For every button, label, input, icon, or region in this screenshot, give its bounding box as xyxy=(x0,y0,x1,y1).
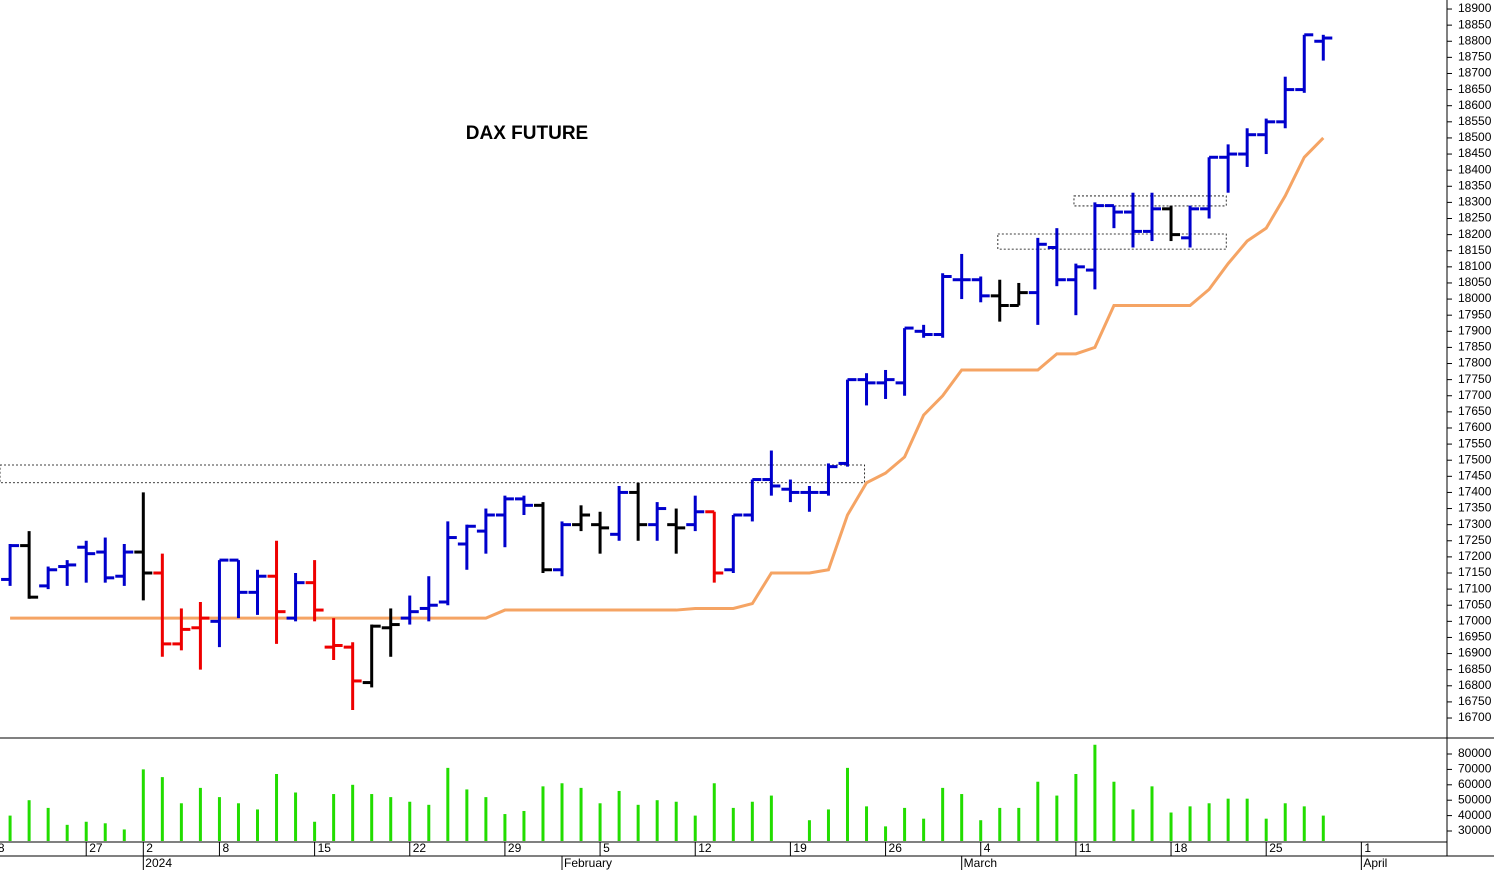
x-tick-label: 18 xyxy=(1174,841,1188,855)
x-tick-label: 15 xyxy=(318,841,332,855)
y-tick-label: 18750 xyxy=(1458,50,1492,64)
y-tick-label: 18050 xyxy=(1458,275,1492,289)
y-tick-label: 70000 xyxy=(1458,762,1492,776)
x-tick-label: 25 xyxy=(1269,841,1283,855)
x-tick-label: 1 xyxy=(1364,841,1371,855)
x-tick-label: 26 xyxy=(889,841,903,855)
chart-title: DAX FUTURE xyxy=(466,123,588,144)
y-tick-label: 17950 xyxy=(1458,307,1492,321)
y-tick-label: 17900 xyxy=(1458,323,1492,337)
y-tick-label: 18150 xyxy=(1458,243,1492,257)
x-month-label: April xyxy=(1363,856,1387,870)
x-tick-label: 8 xyxy=(222,841,229,855)
y-tick-label: 18300 xyxy=(1458,195,1492,209)
y-tick-label: 18450 xyxy=(1458,146,1492,160)
y-tick-label: 17450 xyxy=(1458,468,1492,482)
zone-box xyxy=(0,464,866,484)
y-tick-label: 18800 xyxy=(1458,33,1492,47)
y-tick-label: 17650 xyxy=(1458,404,1492,418)
zone-box xyxy=(1073,195,1227,207)
y-tick-label: 16750 xyxy=(1458,694,1492,708)
x-month-label: February xyxy=(564,856,612,870)
y-tick-label: 18000 xyxy=(1458,291,1492,305)
y-tick-label: 17300 xyxy=(1458,517,1492,531)
y-tick-label: 17850 xyxy=(1458,340,1492,354)
y-tick-label: 17600 xyxy=(1458,420,1492,434)
y-tick-label: 16950 xyxy=(1458,630,1492,644)
y-tick-label: 17750 xyxy=(1458,372,1492,386)
y-tick-label: 16700 xyxy=(1458,710,1492,724)
y-tick-label: 17050 xyxy=(1458,597,1492,611)
x-tick-label: 22 xyxy=(413,841,427,855)
x-month-label: 2024 xyxy=(145,856,172,870)
y-tick-label: 18400 xyxy=(1458,162,1492,176)
y-tick-label: 17100 xyxy=(1458,581,1492,595)
x-month-label: March xyxy=(964,856,997,870)
y-tick-label: 17550 xyxy=(1458,436,1492,450)
y-tick-label: 18550 xyxy=(1458,114,1492,128)
y-tick-label: 18900 xyxy=(1458,1,1492,15)
y-tick-label: 18200 xyxy=(1458,227,1492,241)
y-tick-label: 17800 xyxy=(1458,356,1492,370)
y-tick-label: 40000 xyxy=(1458,808,1492,822)
y-tick-label: 16900 xyxy=(1458,646,1492,660)
y-tick-label: 18600 xyxy=(1458,98,1492,112)
x-tick-label: 29 xyxy=(508,841,522,855)
x-tick-label: 8 xyxy=(0,841,5,855)
x-tick-label: 4 xyxy=(984,841,991,855)
y-tick-label: 17700 xyxy=(1458,388,1492,402)
y-tick-label: 18500 xyxy=(1458,130,1492,144)
y-tick-label: 18350 xyxy=(1458,178,1492,192)
zone-box xyxy=(997,233,1227,250)
y-tick-label: 17400 xyxy=(1458,485,1492,499)
x-tick-label: 5 xyxy=(603,841,610,855)
y-tick-label: 17500 xyxy=(1458,452,1492,466)
y-tick-label: 16800 xyxy=(1458,678,1492,692)
y-tick-label: 18850 xyxy=(1458,17,1492,31)
y-tick-label: 17150 xyxy=(1458,565,1492,579)
y-tick-label: 17200 xyxy=(1458,549,1492,563)
y-tick-label: 16850 xyxy=(1458,662,1492,676)
y-tick-label: 17350 xyxy=(1458,501,1492,515)
y-tick-label: 80000 xyxy=(1458,746,1492,760)
y-tick-label: 50000 xyxy=(1458,792,1492,806)
y-tick-label: 18100 xyxy=(1458,259,1492,273)
stop-line xyxy=(10,136,1325,620)
y-tick-label: 17000 xyxy=(1458,614,1492,628)
y-tick-label: 17250 xyxy=(1458,533,1492,547)
x-tick-label: 19 xyxy=(793,841,807,855)
x-tick-label: 2 xyxy=(146,841,153,855)
y-tick-label: 18650 xyxy=(1458,82,1492,96)
x-tick-label: 11 xyxy=(1079,841,1092,855)
x-tick-label: 12 xyxy=(698,841,712,855)
y-tick-label: 18700 xyxy=(1458,66,1492,80)
y-tick-label: 60000 xyxy=(1458,777,1492,791)
x-tick-label: 27 xyxy=(89,841,103,855)
y-tick-label: 18250 xyxy=(1458,211,1492,225)
y-tick-label: 30000 xyxy=(1458,823,1492,837)
